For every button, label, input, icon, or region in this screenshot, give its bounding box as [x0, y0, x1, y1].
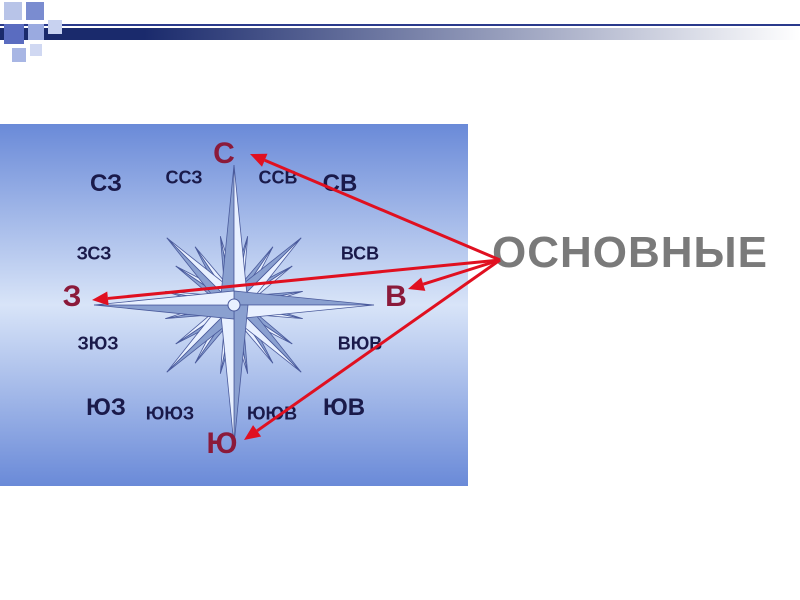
compass-panel: СВЮЗСВЮВЮЗСЗССВВСВВЮВЮЮВЮЮЗЗЮЗЗСЗССЗ	[0, 124, 468, 486]
header-square	[12, 48, 26, 62]
header-square	[4, 2, 22, 20]
direction-label: ССВ	[259, 168, 298, 189]
direction-label: З	[63, 280, 82, 314]
header-thin-line	[0, 24, 800, 26]
main-label: ОСНОВНЫЕ	[492, 228, 768, 278]
direction-label: ЮЮВ	[247, 404, 297, 425]
direction-label: СВ	[323, 170, 358, 198]
direction-label: ЮЗ	[86, 394, 126, 422]
direction-label: ЗСЗ	[77, 244, 112, 265]
direction-label: ЗЮЗ	[77, 334, 118, 355]
direction-label: ВЮВ	[338, 334, 383, 355]
header-square	[26, 2, 44, 20]
header-gradient-stripe	[0, 28, 800, 40]
compass-content: СВЮЗСВЮВЮЗСЗССВВСВВЮВЮЮВЮЮЗЗЮЗЗСЗССЗ	[0, 124, 468, 486]
header-square	[48, 20, 62, 34]
direction-label: В	[385, 280, 407, 314]
header-decor	[0, 0, 800, 50]
direction-label: ВСВ	[341, 244, 379, 265]
direction-label: ССЗ	[165, 168, 202, 189]
header-square	[4, 24, 24, 44]
direction-label: ЮЮЗ	[146, 404, 194, 425]
header-square	[30, 44, 42, 56]
header-square	[28, 24, 44, 40]
direction-label: ЮВ	[323, 394, 365, 422]
direction-label: С	[213, 137, 235, 171]
direction-label: Ю	[207, 427, 238, 461]
direction-label: СЗ	[90, 170, 122, 198]
